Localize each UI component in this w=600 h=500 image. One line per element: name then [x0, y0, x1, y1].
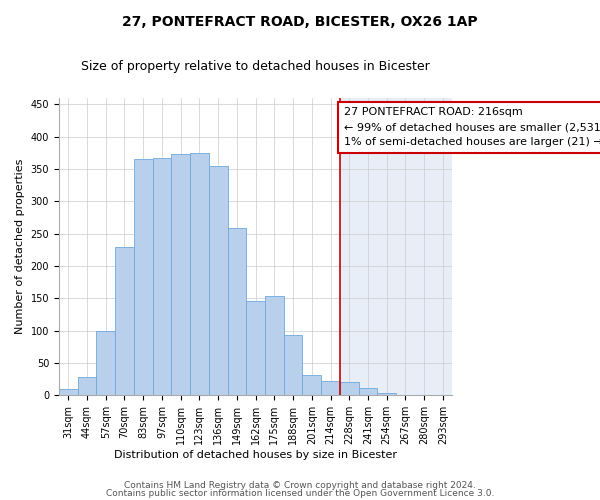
- Bar: [152, 158, 172, 396]
- Bar: [377, 393, 396, 396]
- Bar: [77, 377, 97, 396]
- Bar: [97, 330, 115, 396]
- Bar: [115, 246, 134, 396]
- Bar: [340, 98, 452, 396]
- Text: 27, PONTEFRACT ROAD, BICESTER, OX26 1AP: 27, PONTEFRACT ROAD, BICESTER, OX26 1AP: [122, 15, 478, 29]
- Bar: [227, 228, 246, 396]
- Bar: [359, 388, 377, 396]
- Text: Contains public sector information licensed under the Open Government Licence 3.: Contains public sector information licen…: [106, 488, 494, 498]
- Bar: [59, 389, 77, 396]
- Bar: [209, 166, 227, 396]
- Bar: [172, 154, 190, 396]
- X-axis label: Distribution of detached houses by size in Bicester: Distribution of detached houses by size …: [114, 450, 397, 460]
- Bar: [134, 159, 152, 396]
- Bar: [265, 296, 284, 396]
- Bar: [284, 334, 302, 396]
- Bar: [321, 381, 340, 396]
- Title: Size of property relative to detached houses in Bicester: Size of property relative to detached ho…: [81, 60, 430, 73]
- Bar: [302, 374, 321, 396]
- Y-axis label: Number of detached properties: Number of detached properties: [15, 159, 25, 334]
- Bar: [190, 153, 209, 396]
- Text: Contains HM Land Registry data © Crown copyright and database right 2024.: Contains HM Land Registry data © Crown c…: [124, 481, 476, 490]
- Text: 27 PONTEFRACT ROAD: 216sqm
← 99% of detached houses are smaller (2,531)
1% of se: 27 PONTEFRACT ROAD: 216sqm ← 99% of deta…: [344, 108, 600, 147]
- Bar: [340, 382, 359, 396]
- Bar: [396, 394, 415, 396]
- Bar: [246, 301, 265, 396]
